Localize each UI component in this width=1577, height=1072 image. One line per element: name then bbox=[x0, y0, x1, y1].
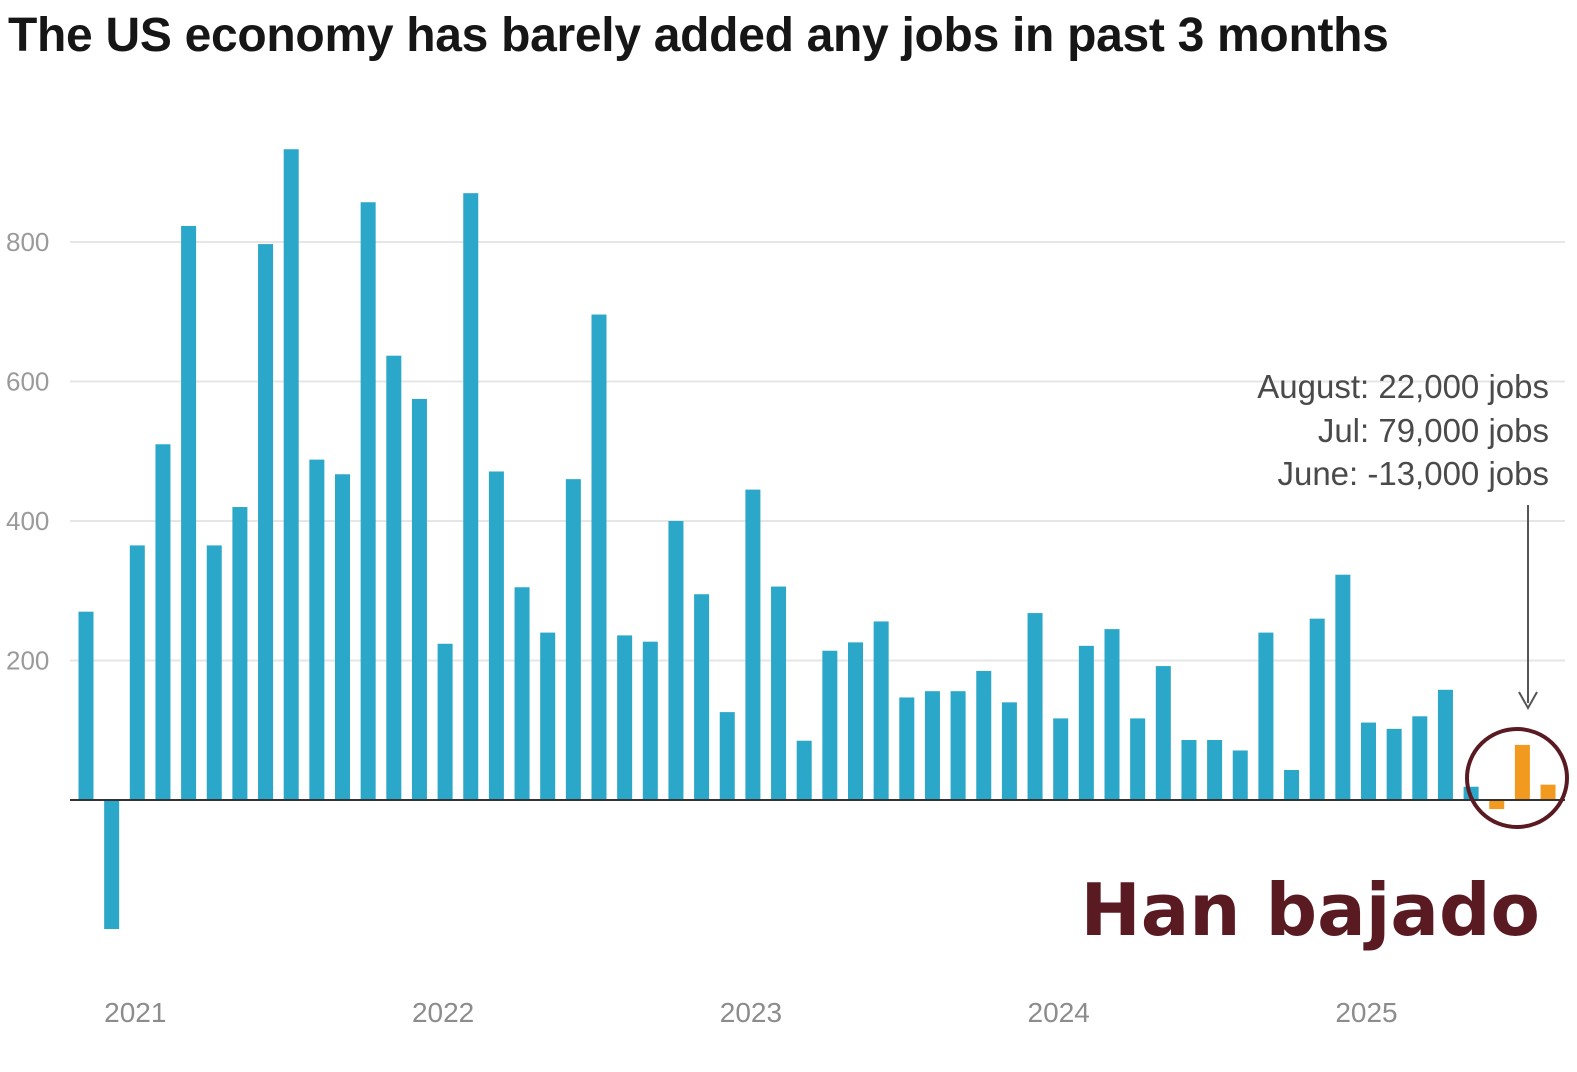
bar bbox=[1412, 716, 1428, 800]
bar bbox=[335, 474, 350, 800]
bar bbox=[463, 193, 479, 801]
bar bbox=[1130, 718, 1146, 800]
bar bbox=[899, 697, 915, 800]
bar bbox=[283, 149, 299, 801]
bar bbox=[181, 225, 197, 800]
bar-highlight bbox=[1489, 800, 1505, 810]
x-tick-label: 2022 bbox=[412, 997, 474, 1028]
bar bbox=[232, 507, 248, 800]
bar bbox=[848, 642, 863, 800]
bar bbox=[771, 586, 787, 800]
bar bbox=[1386, 728, 1402, 800]
bar bbox=[206, 545, 222, 800]
bar bbox=[1361, 722, 1376, 800]
bar bbox=[565, 479, 581, 800]
bar bbox=[668, 521, 684, 800]
bar bbox=[129, 545, 145, 800]
bar bbox=[104, 800, 120, 930]
bar bbox=[386, 355, 402, 800]
bar bbox=[822, 650, 838, 800]
bar bbox=[1309, 618, 1325, 800]
bar bbox=[1437, 689, 1453, 800]
overlay: Han bajado bbox=[1080, 727, 1569, 952]
bar bbox=[873, 621, 889, 800]
bar bbox=[258, 244, 274, 800]
bar-highlight bbox=[1540, 784, 1556, 800]
y-tick-label: 600 bbox=[6, 367, 49, 397]
chart-title: The US economy has barely added any jobs… bbox=[8, 9, 1389, 62]
bar bbox=[514, 587, 530, 800]
bar bbox=[694, 594, 710, 800]
bar bbox=[642, 641, 658, 800]
overlay-caption: Han bajado bbox=[1080, 868, 1540, 952]
bar-highlight bbox=[1514, 744, 1530, 800]
bar bbox=[309, 459, 325, 800]
bar bbox=[1053, 718, 1069, 800]
bar bbox=[540, 632, 556, 800]
bar bbox=[437, 643, 453, 800]
x-tick-label: 2023 bbox=[720, 997, 782, 1028]
bar bbox=[950, 691, 966, 800]
bar bbox=[1027, 613, 1043, 800]
annotation-line: June: -13,000 jobs bbox=[1277, 455, 1549, 492]
x-tick-label: 2025 bbox=[1335, 997, 1397, 1028]
bar bbox=[488, 471, 504, 800]
bar bbox=[1335, 574, 1351, 800]
bar bbox=[745, 489, 761, 800]
bar bbox=[360, 202, 376, 800]
bar bbox=[1258, 632, 1274, 800]
annotation-line: Jul: 79,000 jobs bbox=[1318, 412, 1549, 449]
x-tick-label: 2024 bbox=[1028, 997, 1090, 1028]
x-tick-label: 2021 bbox=[104, 997, 166, 1028]
bar bbox=[719, 712, 735, 800]
y-tick-label: 800 bbox=[6, 227, 49, 257]
bar bbox=[1232, 750, 1248, 800]
annotation-line: August: 22,000 jobs bbox=[1257, 368, 1549, 405]
bar bbox=[1284, 770, 1300, 800]
bar bbox=[976, 670, 992, 800]
bar bbox=[924, 691, 940, 800]
bar bbox=[591, 314, 607, 800]
bars bbox=[78, 149, 1556, 930]
bar bbox=[1078, 645, 1094, 800]
bar bbox=[411, 398, 427, 800]
bar bbox=[1155, 666, 1171, 800]
bar bbox=[617, 635, 633, 800]
bar bbox=[1207, 740, 1223, 800]
annotation-arrow-head bbox=[1518, 691, 1538, 711]
bar bbox=[155, 444, 171, 800]
bar bbox=[796, 740, 812, 800]
bar bbox=[78, 611, 94, 800]
tick-labels: 200 400 600 800 2021 2022 2023 2024 2025 bbox=[6, 227, 1398, 1028]
bar bbox=[1104, 629, 1120, 800]
highlight-circle bbox=[1465, 727, 1569, 829]
y-tick-label: 400 bbox=[6, 506, 49, 536]
bar bbox=[1001, 702, 1017, 800]
annotation: August: 22,000 jobs Jul: 79,000 jobs June:… bbox=[1257, 368, 1549, 711]
bar bbox=[1181, 740, 1197, 800]
y-tick-label: 200 bbox=[6, 646, 49, 676]
